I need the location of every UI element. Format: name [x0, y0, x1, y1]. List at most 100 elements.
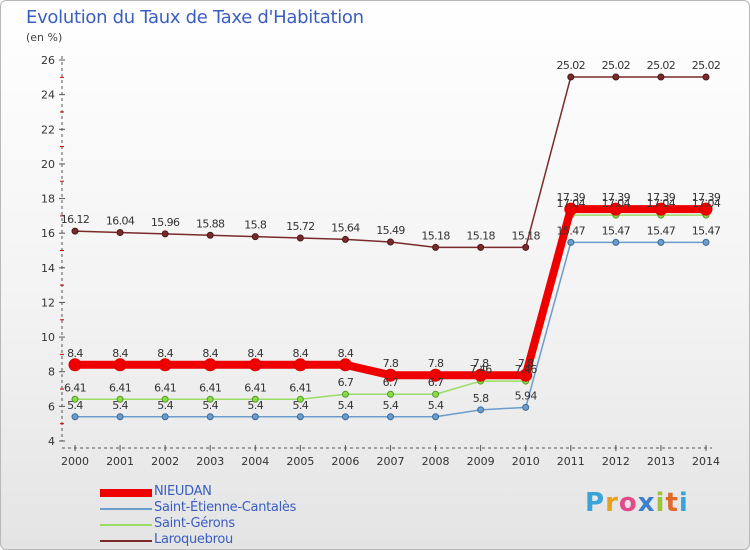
- x-tick-label: 2011: [557, 455, 585, 468]
- data-label: 6.7: [383, 376, 399, 389]
- data-point: [474, 368, 488, 382]
- data-label: 7.8: [383, 357, 399, 370]
- y-tick-label: 18: [41, 193, 55, 206]
- data-point: [203, 358, 217, 372]
- data-label: 5.4: [67, 399, 83, 412]
- x-tick-label: 2014: [692, 455, 720, 468]
- y-tick-label: 6: [48, 400, 55, 413]
- data-label: 6.41: [109, 381, 131, 394]
- data-label: 25.02: [602, 59, 631, 72]
- data-label: 7.8: [518, 357, 534, 370]
- y-tick-label: 24: [41, 89, 55, 102]
- data-label: 6.7: [428, 376, 444, 389]
- data-label: 15.47: [647, 224, 676, 237]
- data-point: [161, 230, 169, 238]
- data-point: [699, 202, 713, 216]
- data-point: [251, 413, 259, 421]
- data-label: 6.41: [154, 381, 176, 394]
- data-point: [429, 368, 443, 382]
- x-tick-label: 2000: [61, 455, 89, 468]
- data-label: 15.18: [511, 229, 540, 242]
- data-label: 6.41: [199, 381, 221, 394]
- data-label: 5.4: [293, 399, 309, 412]
- data-point: [564, 202, 578, 216]
- data-point: [116, 413, 124, 421]
- data-point: [341, 235, 349, 243]
- data-label: 15.18: [466, 229, 495, 242]
- data-point: [567, 238, 575, 246]
- y-tick-label: 16: [41, 227, 55, 240]
- data-point: [702, 73, 710, 81]
- data-point: [387, 413, 394, 421]
- data-point: [71, 395, 79, 403]
- data-point: [296, 413, 304, 421]
- legend-label: Saint-Gérons: [154, 516, 235, 531]
- data-point: [477, 406, 485, 414]
- x-tick-label: 2009: [467, 455, 495, 468]
- data-label: 8.4: [338, 347, 354, 360]
- brand-letter: r: [605, 488, 619, 518]
- data-label: 15.72: [286, 220, 315, 233]
- data-point: [522, 243, 530, 251]
- data-point: [161, 413, 169, 421]
- data-point: [609, 202, 623, 216]
- data-point: [477, 243, 485, 251]
- data-point: [567, 73, 575, 81]
- data-label: 15.88: [196, 217, 225, 230]
- data-label: 6.41: [289, 381, 311, 394]
- data-point: [116, 395, 124, 403]
- data-label: 7.46: [515, 363, 538, 376]
- series-layer: [68, 73, 713, 421]
- data-point: [206, 413, 214, 421]
- data-label: 15.18: [421, 229, 450, 242]
- legend-swatch: [100, 489, 152, 497]
- data-label: 7.8: [473, 357, 489, 370]
- x-tick-label: 2010: [512, 455, 540, 468]
- data-point: [432, 390, 440, 398]
- data-label: 5.4: [202, 399, 218, 412]
- data-point: [612, 73, 620, 81]
- x-tick-label: 2012: [602, 455, 630, 468]
- data-label: 15.47: [557, 224, 586, 237]
- legend-label: NIEUDAN: [154, 484, 212, 499]
- data-point: [432, 243, 440, 251]
- x-tick-label: 2004: [241, 455, 269, 468]
- data-label: 5.4: [247, 399, 263, 412]
- data-point: [702, 238, 710, 246]
- data-label: 7.46: [470, 363, 493, 376]
- x-tick-label: 2002: [151, 455, 179, 468]
- data-label: 5.8: [473, 392, 489, 405]
- brand-logo: Proxiti: [585, 488, 689, 518]
- data-point: [68, 358, 82, 372]
- data-point: [71, 227, 79, 235]
- data-point: [296, 234, 304, 242]
- data-label: 8.4: [247, 347, 263, 360]
- data-label: 16.04: [106, 214, 135, 227]
- data-point: [657, 238, 665, 246]
- data-point: [384, 368, 397, 382]
- legend-swatch: [100, 524, 152, 526]
- data-point: [206, 395, 214, 403]
- data-label: 8.4: [202, 347, 218, 360]
- brand-letter: x: [637, 488, 656, 518]
- data-label: 6.7: [338, 376, 354, 389]
- y-tick-label: 4: [48, 435, 55, 448]
- x-tick-label: 2008: [422, 455, 450, 468]
- data-label: 25.02: [557, 59, 586, 72]
- data-point: [522, 403, 530, 411]
- data-label: 5.4: [428, 399, 444, 412]
- data-point: [612, 238, 620, 246]
- data-label: 17.39: [692, 191, 721, 204]
- y-tick-label: 8: [48, 366, 55, 379]
- data-point: [519, 368, 533, 382]
- y-tick-label: 26: [41, 54, 55, 67]
- data-label: 17.39: [602, 191, 631, 204]
- data-label: 6.41: [64, 381, 86, 394]
- data-label: 8.4: [157, 347, 173, 360]
- y-tick-label: 10: [41, 331, 55, 344]
- y-tick-label: 22: [41, 123, 55, 136]
- data-label: 8.4: [293, 347, 309, 360]
- data-label: 5.94: [515, 389, 538, 402]
- legend-swatch: [100, 540, 152, 542]
